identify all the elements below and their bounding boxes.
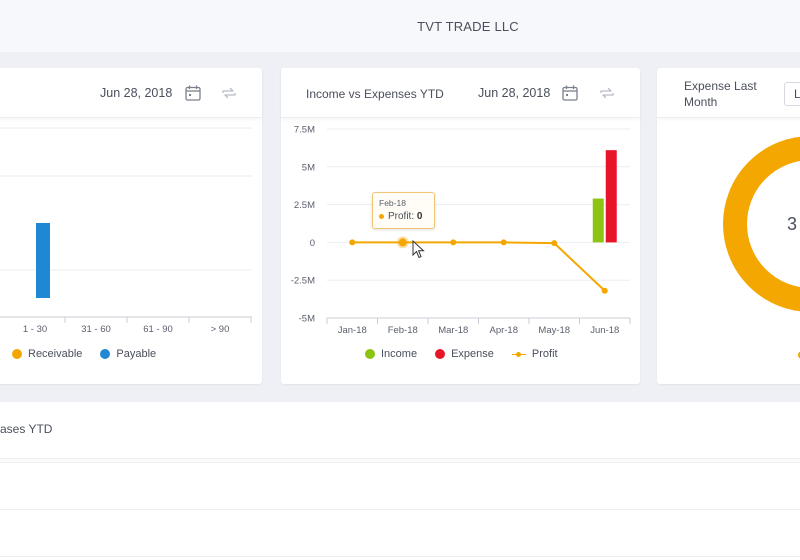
profit-point[interactable] [450,239,457,246]
aging-date: Jun 28, 2018 [100,86,173,100]
legend-label: Income [381,348,418,360]
aging-legend: Receivable Payable [12,348,174,360]
y-tick-label: -5M [299,314,315,325]
receivable-dot-icon [12,349,22,359]
expense-last-month-card: Expense Last Month 3 [657,68,800,384]
expense-bar[interactable] [605,150,617,243]
bottom-card-header: ases YTD [0,402,800,459]
aging-x-label: 31 - 60 [81,324,111,335]
top-bar: TVT TRADE LLC [0,0,800,52]
calendar-icon[interactable] [561,84,579,102]
aging-card: Jun 28, 2018 1 - 30 31 [0,68,262,384]
x-tick-label: Jun-18 [590,325,619,336]
aging-x-label: 1 - 30 [23,324,47,335]
period-select-value: L [794,87,800,101]
income-vs-expenses-chart: 7.5M 5M 2.5M 0 -2.5M -5M Jan-18 Feb-18 Mar-18 Apr… [291,125,631,336]
y-tick-label: -2.5M [291,276,315,287]
legend-label: Receivable [28,348,83,360]
payable-dot-icon [100,349,111,359]
donut-ring[interactable] [723,136,800,312]
chart-tooltip: Feb-18 Profit: 0 [372,192,435,229]
expense-card-title-line-2: Month [684,95,718,109]
period-select[interactable]: L [784,82,800,106]
profit-point[interactable] [551,240,558,247]
aging-gridlines [0,127,252,318]
income-card-title: Income vs Expenses YTD [306,87,444,101]
aging-chart: 1 - 30 31 - 60 61 - 90 > 90 [0,127,252,335]
x-tick-label: Feb-18 [388,325,418,336]
bottom-gridline [0,509,800,510]
profit-point[interactable] [500,239,507,246]
tooltip-row: Profit: 0 [379,211,428,222]
bottom-card: ases YTD [0,402,800,560]
x-tick-label: May-18 [538,325,570,336]
income-dot-icon [365,349,375,359]
aging-card-header: Jun 28, 2018 [0,68,262,118]
income-card-header: Income vs Expenses YTD Jun 28, 2018 [281,68,640,118]
refresh-icon[interactable] [220,84,238,102]
legend-item-receivable[interactable]: Receivable [12,348,82,360]
income-bar[interactable] [592,198,604,243]
tooltip-month: Feb-18 [379,198,406,208]
profit-point[interactable] [601,287,608,294]
y-tick-label: 0 [310,238,315,249]
y-tick-label: 5M [302,162,315,173]
mouse-cursor-icon [412,240,425,259]
company-name: TVT TRADE LLC [417,18,519,34]
expense-donut-chart: 3 [723,136,800,359]
aging-x-label: > 90 [211,324,230,335]
expense-card-title-line-1: Expense Last [684,79,757,93]
income-date: Jun 28, 2018 [478,86,551,100]
profit-line [352,241,606,292]
tooltip-label: Profit: [388,211,415,222]
expense-card-header: Expense Last Month [657,68,800,118]
aging-x-ticks [64,317,252,323]
bottom-gridline [0,556,800,557]
x-tick-label: Jan-18 [338,325,367,336]
legend-label: Expense [451,348,494,360]
refresh-icon[interactable] [598,84,616,102]
legend-label: Profit [531,348,558,360]
x-tick-label: Mar-18 [438,325,468,336]
bottom-card-title: ases YTD [0,422,53,436]
x-tick-label: Apr-18 [489,325,518,336]
profit-dot-icon [379,213,384,219]
tooltip-value: 0 [416,211,423,222]
aging-x-label: 61 - 90 [143,324,173,335]
expense-dot-icon [435,349,446,359]
legend-item-expense[interactable]: Expense [435,348,494,360]
legend-label: Payable [116,348,157,360]
legend-item-profit[interactable]: Profit [511,348,558,360]
profit-point[interactable] [398,238,407,247]
bottom-gridline [0,462,800,463]
profit-point[interactable] [349,239,356,246]
payable-bar-1-30[interactable] [36,223,50,298]
donut-center-value: 3 [787,214,797,234]
income-vs-expenses-card: Income vs Expenses YTD Jun 28, 2018 7.5M… [281,68,640,384]
y-tick-label: 2.5M [294,200,315,211]
legend-item-payable[interactable]: Payable [100,348,156,360]
legend-item-income[interactable]: Income [365,348,417,360]
y-tick-label: 7.5M [294,125,315,136]
profit-line-icon [511,349,526,359]
calendar-icon[interactable] [184,84,202,102]
income-legend: Income Expense Profit [365,348,576,360]
